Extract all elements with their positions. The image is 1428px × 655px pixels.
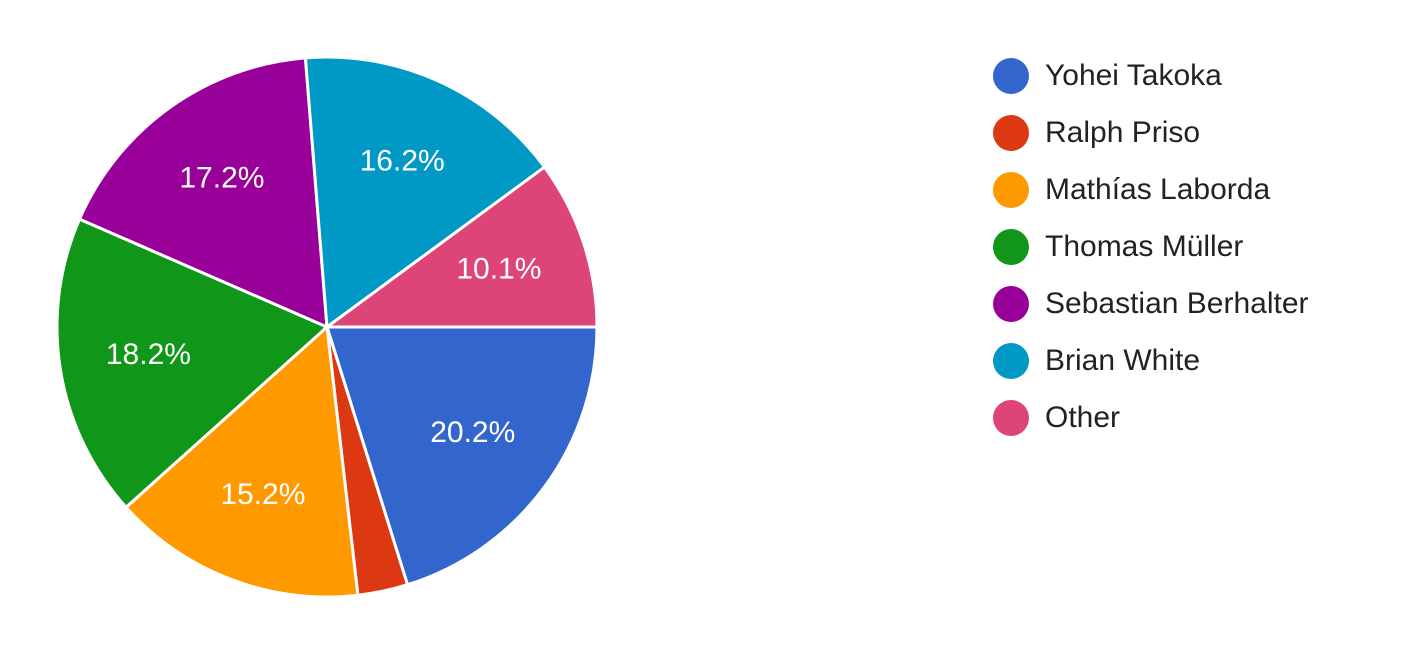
legend-label: Ralph Priso — [1045, 116, 1200, 149]
data-label: 20.2% — [430, 416, 515, 449]
legend-label: Sebastian Berhalter — [1045, 287, 1309, 320]
legend-marker — [993, 343, 1029, 379]
pie-slice — [303, 55, 547, 330]
pie-slice — [77, 56, 329, 330]
data-label: 17.2% — [179, 162, 264, 195]
legend-label: Other — [1045, 401, 1120, 434]
legend-label: Mathías Laborda — [1045, 173, 1270, 206]
legend-marker — [993, 172, 1029, 208]
data-label: 16.2% — [360, 144, 445, 177]
legend-marker — [993, 400, 1029, 436]
data-label: 18.2% — [106, 338, 191, 371]
legend-marker — [993, 229, 1029, 265]
legend-marker — [993, 58, 1029, 94]
pie-slice — [123, 323, 360, 599]
data-label: 15.2% — [220, 478, 305, 511]
pie-slice — [324, 325, 599, 587]
legend-marker — [993, 286, 1029, 322]
pie-slice — [322, 164, 599, 329]
pie-slice — [55, 217, 330, 510]
legend-label: Brian White — [1045, 344, 1200, 377]
legend-label: Thomas Müller — [1045, 230, 1243, 263]
legend-marker — [993, 115, 1029, 151]
data-label: 10.1% — [456, 253, 541, 286]
legend-label: Yohei Takoka — [1045, 59, 1222, 92]
